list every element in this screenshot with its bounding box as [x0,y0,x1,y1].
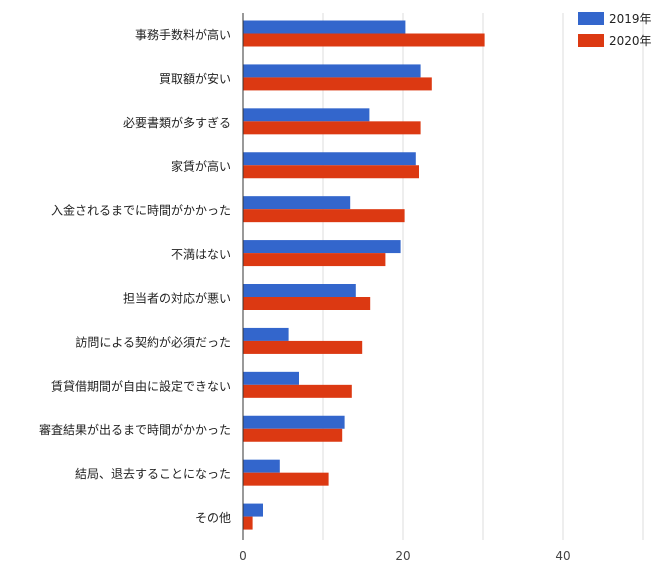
legend-label: 2020年 [609,34,652,48]
bar-2019年-6 [243,240,401,254]
bar-2019年-1 [243,20,406,34]
x-tick-label: 0 [239,549,247,563]
x-tick-label: 40 [555,549,570,563]
x-axis-ticks: 0 20 40 [239,549,570,563]
gridlines [322,13,644,540]
legend: 2019年 2020年 [578,12,652,48]
x-tick-label: 20 [395,549,410,563]
bar-2020年-5 [243,209,405,223]
bar-2019年-8 [243,327,289,341]
bar-2020年-8 [243,340,363,354]
category-label: 訪問による契約が必須だった [75,334,231,349]
legend-swatch [578,12,604,25]
bar-2020年-4 [243,165,419,179]
category-label: 不満はない [171,248,231,262]
category-label: その他 [195,511,231,525]
bar-2020年-12 [243,516,253,530]
bar-2020年-1 [243,33,485,47]
category-label: 結局、退去することになった [75,467,231,481]
bar-2020年-10 [243,428,343,442]
bar-2019年-3 [243,108,370,122]
bar-2019年-5 [243,196,351,210]
bar-2019年-9 [243,371,299,385]
category-label: 家賃が高い [171,159,231,174]
category-label: 事務手数料が高い [135,27,231,42]
bar-2019年-7 [243,284,356,297]
bar-2019年-4 [243,152,416,166]
bar-2019年-2 [243,64,421,78]
category-label: 買取額が安い [159,71,231,86]
bar-2019年-11 [243,459,280,473]
legend-label: 2019年 [609,12,652,26]
bar-2020年-6 [243,253,386,267]
category-label: 審査結果が出るまで時間がかかった [39,422,231,437]
bar-2020年-7 [243,297,371,310]
bar-2020年-11 [243,472,329,486]
bar-2019年-10 [243,415,345,429]
bar-2019年-12 [243,503,263,517]
category-label: 必要書類が多すぎる [123,115,231,130]
category-labels: 事務手数料が高い買取額が安い必要書類が多すぎる家賃が高い入金されるまでに時間がか… [39,27,231,525]
bar-2020年-9 [243,384,352,398]
category-label: 入金されるまでに時間がかかった [51,203,231,218]
bar-2020年-2 [243,77,432,91]
category-label: 担当者の対応が悪い [123,290,231,305]
bars [243,20,485,530]
legend-swatch [578,34,604,47]
category-label: 賃貸借期間が自由に設定できない [51,378,231,393]
bar-2020年-3 [243,121,421,135]
